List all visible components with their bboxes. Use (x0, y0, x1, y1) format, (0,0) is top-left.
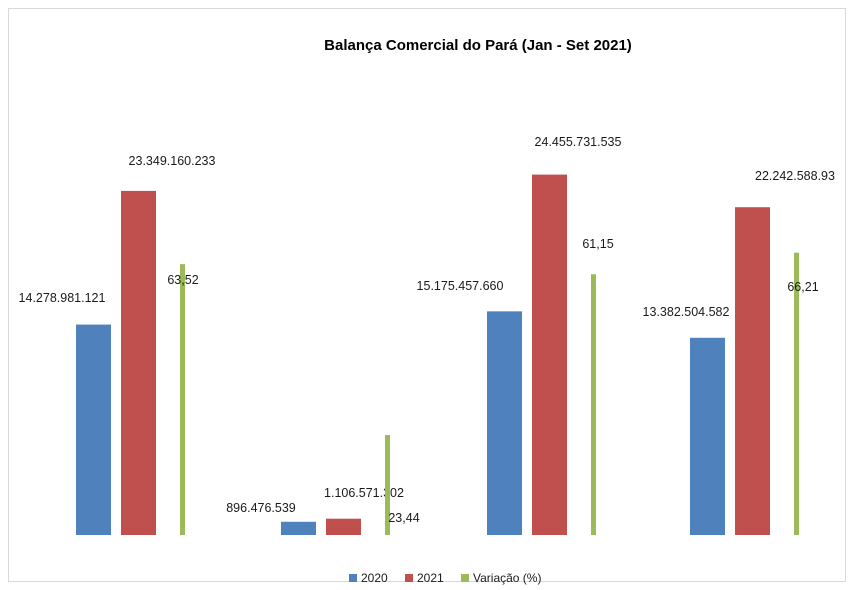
data-label: 14.278.981.121 (19, 291, 106, 305)
data-label: 15.175.457.660 (417, 279, 504, 293)
bar-2020-group-3 (487, 311, 522, 535)
data-label: 1.106.571.302 (324, 486, 404, 500)
bar-2020-group-1 (76, 324, 111, 535)
legend-label: Variação (%) (473, 571, 541, 585)
plot-area: 14.278.981.121 896.476.539 15.175.457.660 1… (19, 135, 835, 536)
chart-frame (8, 8, 846, 582)
data-label: 24.455.731.535 (535, 135, 622, 149)
data-label: 66,21 (787, 280, 818, 294)
bar-2021-group-4 (735, 207, 770, 535)
data-label: 63,52 (167, 273, 198, 287)
data-label: 896.476.539 (226, 501, 296, 515)
bar-variacao-group-4 (794, 252, 799, 536)
bar-variacao-group-1 (180, 264, 185, 535)
bar-2021-group-2 (326, 518, 361, 535)
data-label: 23,44 (388, 511, 419, 525)
chart-title: Balança Comercial do Pará (Jan - Set 202… (324, 37, 632, 54)
data-label: 22.242.588.93 (755, 169, 835, 183)
data-label: 61,15 (582, 237, 613, 251)
data-label: 13.382.504.582 (643, 305, 730, 319)
bar-2021-group-3 (532, 174, 567, 536)
bar-2020-group-2 (281, 521, 316, 535)
legend-swatch (461, 574, 469, 582)
legend-label: 2021 (417, 571, 444, 585)
legend: 2020 2021 Variação (%) (349, 571, 541, 585)
data-label: 23.349.160.233 (129, 154, 216, 168)
bar-variacao-group-3 (591, 274, 596, 535)
legend-label: 2020 (361, 571, 388, 585)
bar-variacao-group-2 (385, 435, 390, 535)
legend-swatch (349, 574, 357, 582)
bar-2020-group-4 (690, 337, 725, 535)
bar-2021-group-1 (121, 190, 156, 536)
legend-swatch (405, 574, 413, 582)
